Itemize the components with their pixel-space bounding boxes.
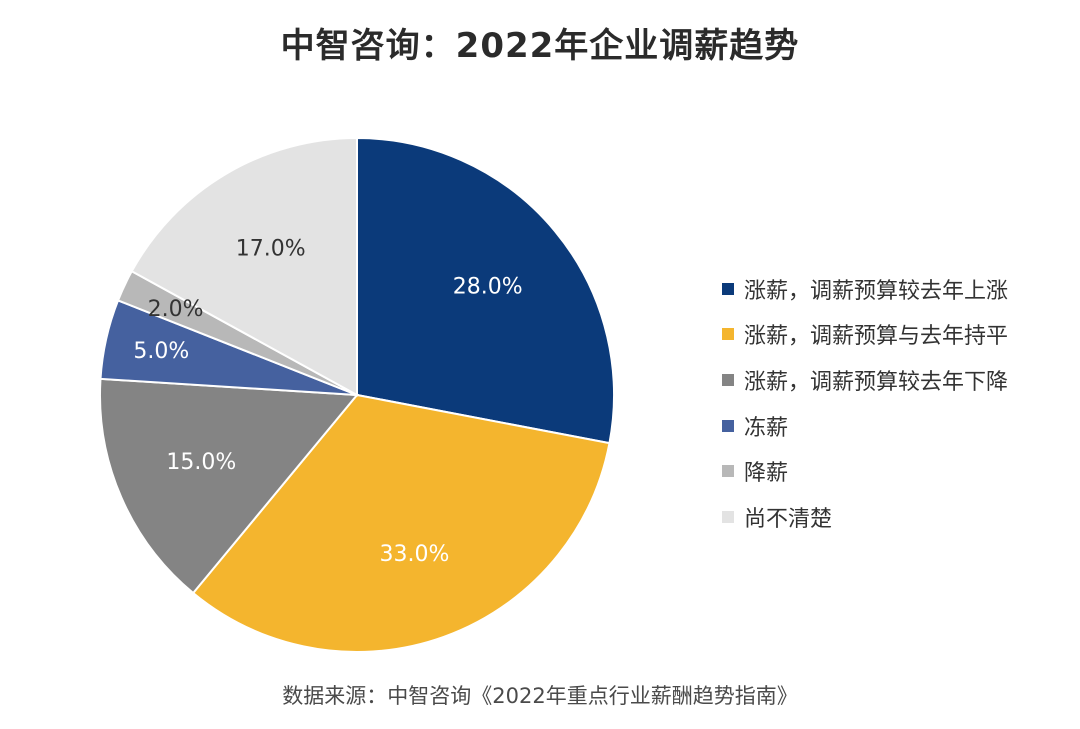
legend-label-3: 冻薪 <box>744 415 789 441</box>
pie-slice-label-0: 28.0% <box>453 274 523 299</box>
legend-item-5: 尚不清楚 <box>722 494 1008 540</box>
pie-slice-5 <box>130 136 358 397</box>
legend-swatch-4 <box>722 465 734 478</box>
legend-swatch-3 <box>722 419 734 432</box>
pie-slice-label-2: 15.0% <box>166 450 236 475</box>
data-source-note: 数据来源：中智咨询《2022年重点行业薪酬趋势指南》 <box>282 684 798 708</box>
legend-item-3: 冻薪 <box>722 403 1008 449</box>
legend-swatch-5 <box>722 510 734 523</box>
pie-slice-label-1: 33.0% <box>380 542 450 567</box>
pie-slice-1 <box>191 393 611 653</box>
legend-label-0: 涨薪，调薪预算较去年上涨 <box>744 278 1009 304</box>
legend-item-4: 降薪 <box>722 448 1008 494</box>
pie-slice-label-5: 17.0% <box>236 237 306 262</box>
legend-item-2: 涨薪，调薪预算较去年下降 <box>722 357 1008 403</box>
chart-legend: 涨薪，调薪预算较去年上涨 涨薪，调薪预算与去年持平 涨薪，调薪预算较去年下降 冻薪降薪… <box>722 266 1008 540</box>
legend-item-1: 涨薪，调薪预算与去年持平 <box>722 312 1008 358</box>
legend-swatch-0 <box>722 282 734 295</box>
legend-swatch-1 <box>722 328 734 341</box>
legend-swatch-2 <box>722 373 734 386</box>
legend-label-5: 尚不清楚 <box>744 506 833 532</box>
pie-slice-label-4: 2.0% <box>148 297 204 322</box>
legend-item-0: 涨薪，调薪预算较去年上涨 <box>722 266 1008 312</box>
legend-label-1: 涨薪，调薪预算与去年持平 <box>744 324 1009 350</box>
pie-slice-label-3: 5.0% <box>133 339 189 364</box>
chart-title: 中智咨询：2022年企业调薪趋势 <box>280 26 800 66</box>
legend-label-2: 涨薪，调薪预算较去年下降 <box>744 369 1009 395</box>
pie-slice-0 <box>356 136 615 445</box>
legend-label-4: 降薪 <box>744 461 789 487</box>
pie-slice-2 <box>99 377 360 595</box>
